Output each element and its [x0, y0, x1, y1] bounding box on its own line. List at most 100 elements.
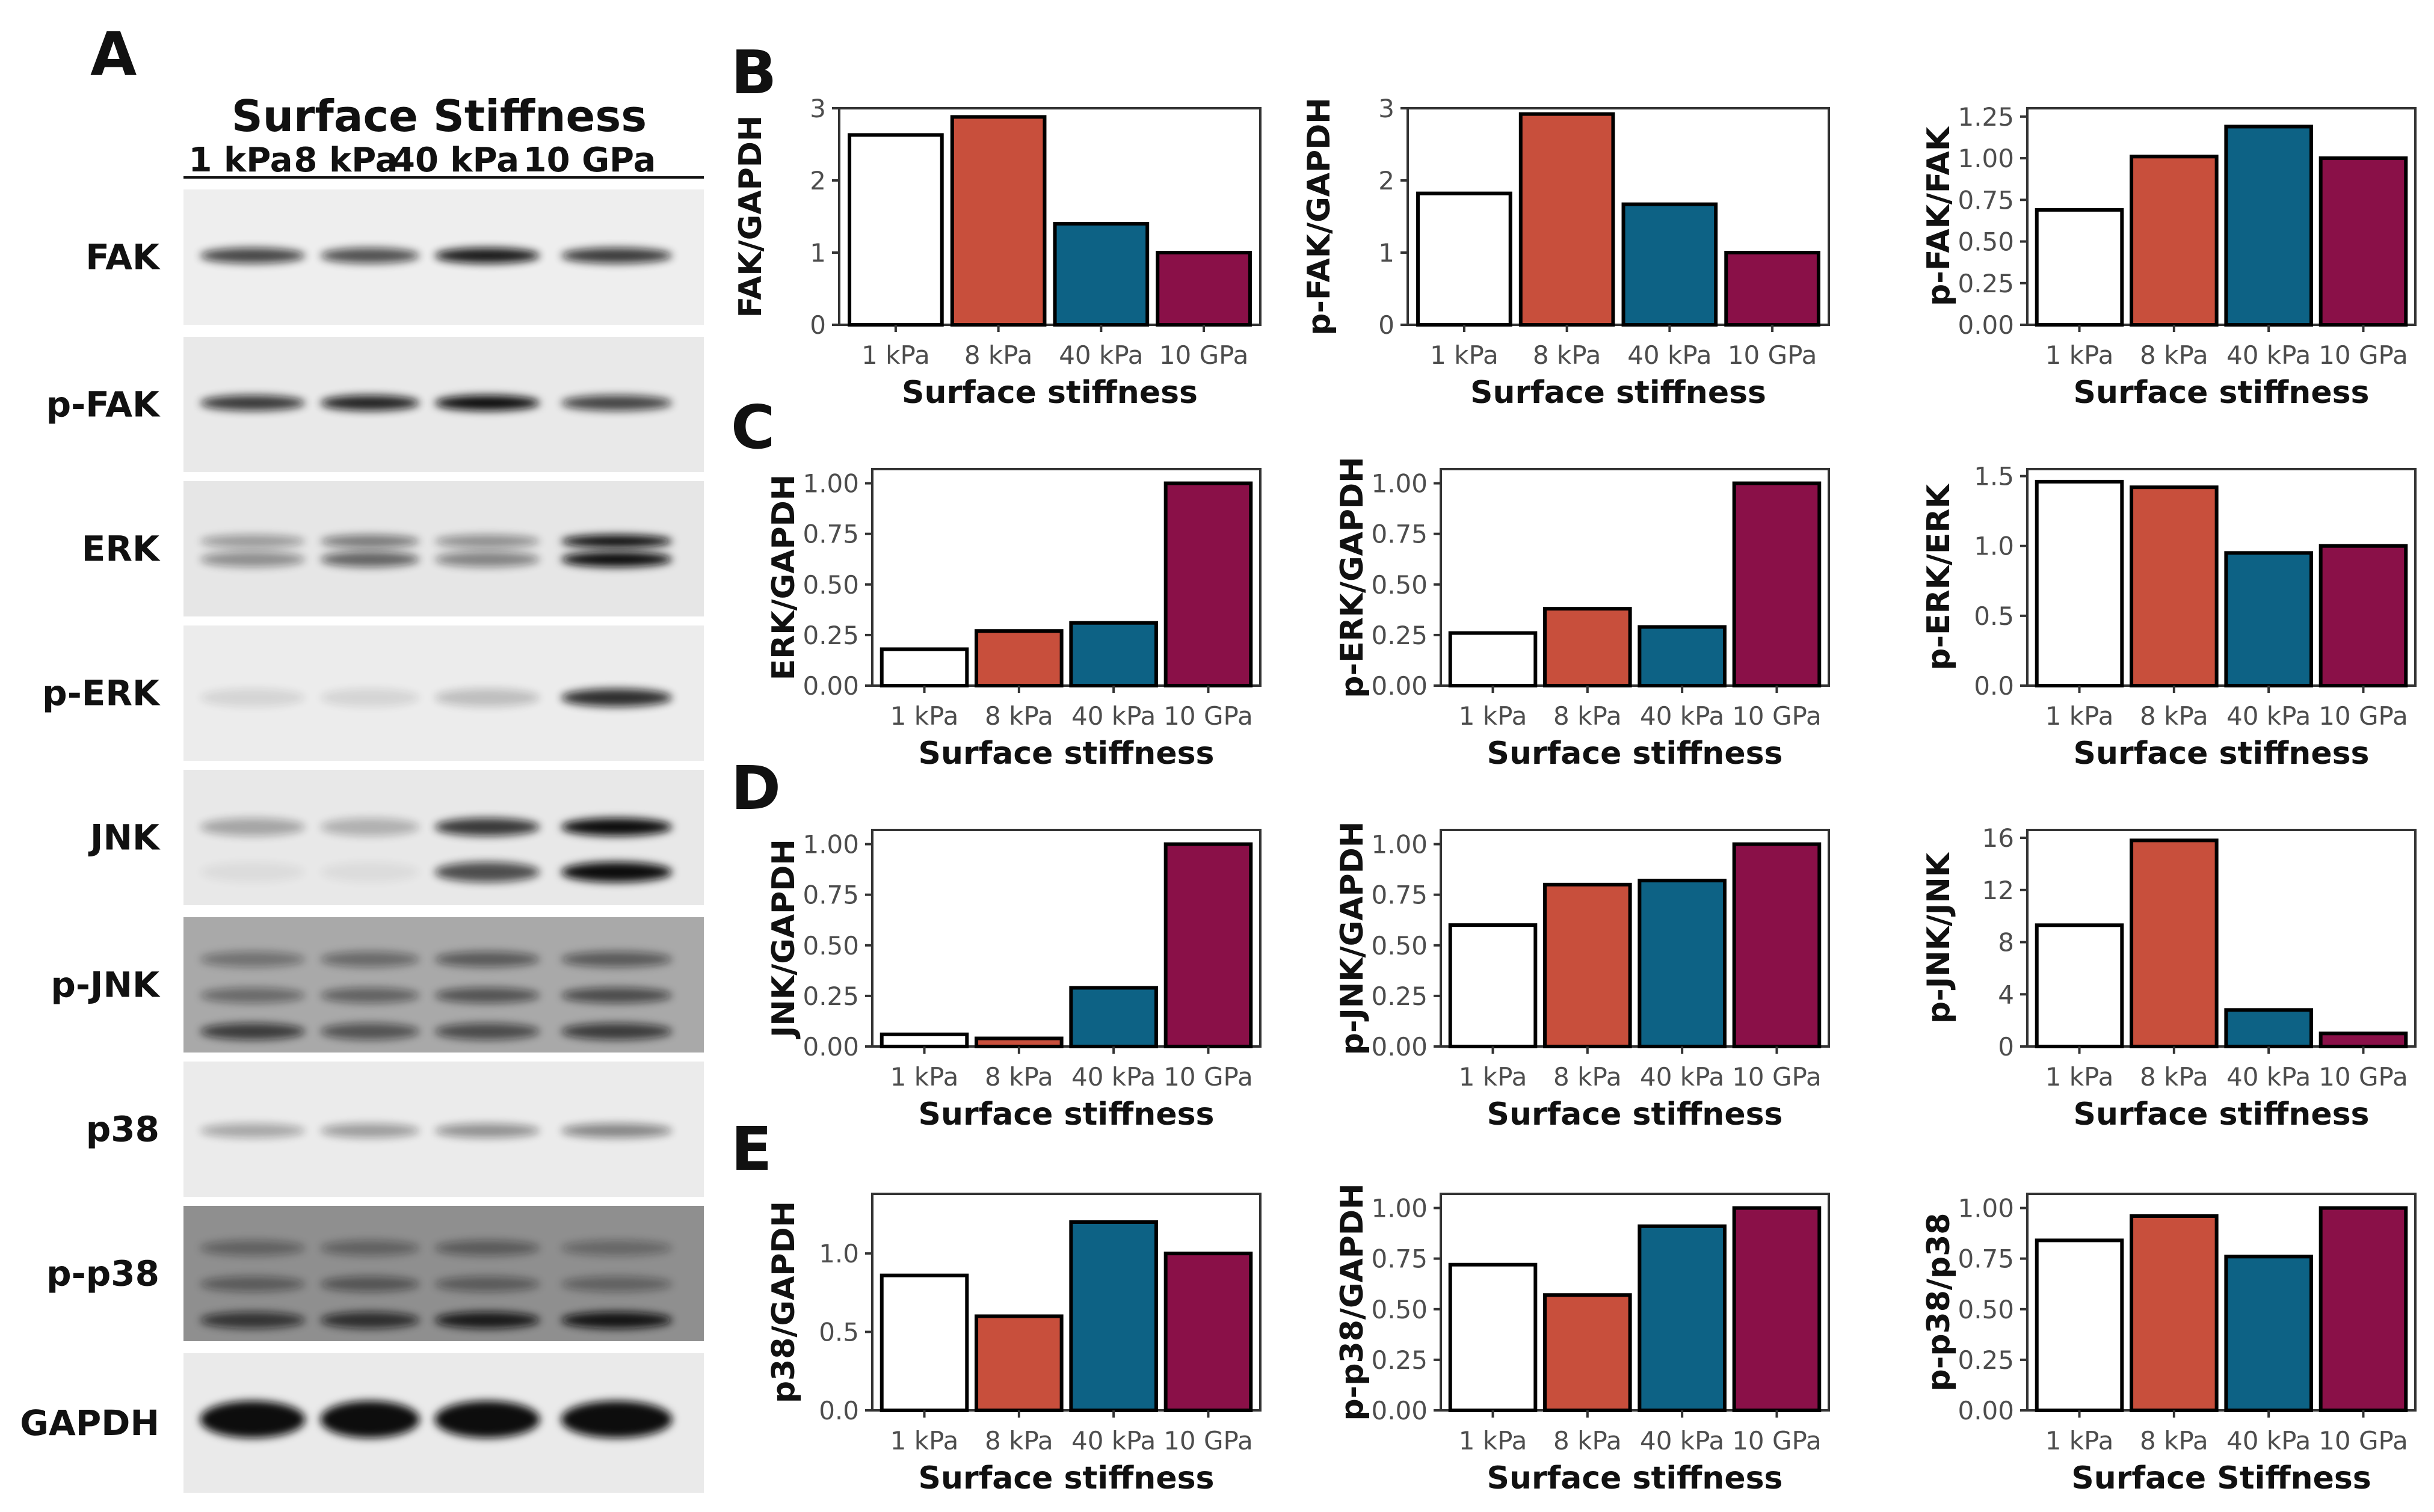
x-tick-label: 40 kPa: [2226, 340, 2311, 370]
x-tick-label: 40 kPa: [1627, 340, 1712, 370]
y-tick-label: 0: [1998, 1032, 2014, 1062]
protein-band: [320, 1276, 420, 1292]
x-axis-title: Surface stiffness: [1487, 1460, 1783, 1496]
blot-row-label: p-FAK: [46, 384, 161, 425]
bar-40-kpa: [1638, 879, 1727, 1049]
blot-row-label: GAPDH: [20, 1403, 159, 1443]
y-axis-title: p38/GAPDH: [766, 1201, 802, 1403]
y-axis-title: FAK/GAPDH: [733, 115, 769, 318]
y-tick-label: 16: [1982, 823, 2014, 853]
bar-8-kpa: [975, 1314, 1064, 1413]
blot-row: p38: [86, 1062, 704, 1197]
blot-row: FAK: [85, 189, 704, 325]
bar-8-kpa: [975, 1036, 1064, 1049]
protein-band: [200, 1276, 306, 1292]
y-tick-label: 1.00: [1371, 830, 1428, 859]
bar-40-kpa: [1069, 1220, 1158, 1413]
x-tick-label: 8 kPa: [2140, 340, 2208, 370]
y-axis-title: p-p38/GAPDH: [1334, 1183, 1370, 1421]
protein-band: [320, 1401, 420, 1438]
protein-band: [561, 689, 673, 707]
protein-band: [561, 1240, 673, 1256]
y-axis-title: p-ERK/GAPDH: [1334, 456, 1370, 698]
y-axis-title: p-JNK/GAPDH: [1334, 822, 1370, 1056]
x-axis-title: Surface stiffness: [2074, 375, 2370, 411]
x-tick-label: 10 GPa: [1159, 340, 1249, 370]
bar-10-gpa: [1163, 1252, 1253, 1412]
x-tick-label: 8 kPa: [1553, 701, 1622, 731]
x-tick-label: 1 kPa: [890, 1426, 959, 1455]
protein-band: [434, 988, 540, 1003]
blot-row: ERK: [82, 481, 704, 616]
x-tick-label: 1 kPa: [2045, 340, 2114, 370]
bar-8-kpa: [2130, 155, 2219, 327]
protein-band: [434, 248, 540, 263]
blot-row-label: p-JNK: [51, 965, 161, 1006]
x-axis-title: Surface stiffness: [1487, 736, 1783, 772]
x-tick-label: 8 kPa: [1553, 1062, 1622, 1092]
panel-label-b: B: [731, 37, 777, 108]
y-tick-label: 0.50: [803, 931, 859, 960]
lane-label: 8 kPa: [294, 141, 398, 180]
x-tick-label: 10 GPa: [1163, 1426, 1253, 1455]
y-axis-title: p-FAK/FAK: [1921, 126, 1957, 306]
chart-p-p38-gapdh: 0.00 0.25 0.50 0.75 1.00 1 kPa 8 kPa 40 kPa 10 G…: [1334, 1183, 1830, 1496]
y-tick-label: 0.00: [803, 671, 859, 701]
bar-10-gpa: [1163, 842, 1253, 1048]
bar-40-kpa: [2224, 1255, 2313, 1412]
panel-label-e: E: [731, 1114, 772, 1184]
blot-row-label: p38: [86, 1109, 159, 1150]
y-tick-label: 1.0: [1974, 532, 2014, 561]
y-tick-label: 0.00: [1371, 671, 1428, 701]
protein-band: [320, 535, 420, 548]
x-tick-label: 1 kPa: [2045, 1426, 2114, 1455]
blot-row: JNK: [88, 770, 704, 905]
bar-8-kpa: [1543, 882, 1632, 1048]
y-tick-label: 0: [810, 310, 826, 340]
x-tick-label: 1 kPa: [1459, 701, 1527, 731]
y-tick-label: 0.25: [803, 621, 859, 650]
y-tick-label: 0.25: [1958, 269, 2014, 298]
bar-10-gpa: [1724, 251, 1820, 327]
y-tick-label: 1.00: [1371, 469, 1428, 499]
protein-band: [434, 1023, 540, 1040]
x-axis-title: Surface stiffness: [2074, 1096, 2370, 1132]
y-tick-label: 0.5: [1974, 601, 2014, 631]
y-tick-label: 2: [810, 166, 826, 195]
protein-band: [200, 1401, 306, 1438]
protein-band: [200, 248, 306, 263]
y-tick-label: 0.75: [1371, 520, 1428, 549]
panel-label-a: A: [90, 19, 137, 90]
y-tick-label: 0.25: [1371, 982, 1428, 1011]
protein-band: [561, 535, 673, 548]
blot-row: GAPDH: [20, 1353, 704, 1493]
y-tick-label: 0.50: [1958, 1295, 2014, 1324]
x-tick-label: 1 kPa: [1459, 1426, 1527, 1455]
bar-1-kpa: [2035, 1238, 2124, 1412]
bar-8-kpa: [2130, 485, 2219, 687]
bar-8-kpa: [1543, 607, 1632, 687]
blot-row: p-FAK: [46, 337, 704, 472]
protein-band: [200, 818, 306, 836]
x-tick-label: 1 kPa: [890, 1062, 959, 1092]
bar-10-gpa: [2318, 1206, 2408, 1412]
bar-40-kpa: [1053, 222, 1150, 327]
x-tick-label: 40 kPa: [1071, 1426, 1156, 1455]
bar-10-gpa: [2318, 544, 2408, 688]
x-tick-label: 40 kPa: [1059, 340, 1143, 370]
bar-10-gpa: [1732, 1206, 1822, 1412]
x-tick-label: 40 kPa: [1071, 701, 1156, 731]
lane-label: 1 kPa: [188, 141, 292, 180]
protein-band: [320, 1240, 420, 1256]
y-tick-label: 3: [1378, 94, 1394, 123]
protein-band: [561, 1123, 673, 1138]
protein-band: [200, 951, 306, 967]
protein-band: [561, 395, 673, 411]
bar-10-gpa: [1163, 481, 1253, 687]
protein-band: [561, 1276, 673, 1292]
protein-band: [320, 1312, 420, 1329]
x-tick-label: 1 kPa: [2045, 1062, 2114, 1092]
